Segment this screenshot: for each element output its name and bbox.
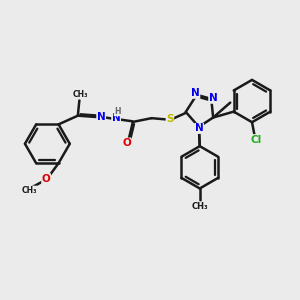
- Text: H: H: [114, 107, 121, 116]
- Text: CH₃: CH₃: [191, 202, 208, 211]
- Text: O: O: [122, 138, 131, 148]
- Text: N: N: [195, 123, 203, 134]
- Text: CH₃: CH₃: [21, 186, 37, 195]
- Text: N: N: [112, 113, 121, 124]
- Text: S: S: [166, 114, 174, 124]
- Text: N: N: [209, 93, 218, 103]
- Text: N: N: [191, 88, 200, 98]
- Text: O: O: [42, 174, 50, 184]
- Text: Cl: Cl: [250, 135, 261, 145]
- Text: CH₃: CH₃: [73, 90, 88, 99]
- Text: N: N: [97, 112, 106, 122]
